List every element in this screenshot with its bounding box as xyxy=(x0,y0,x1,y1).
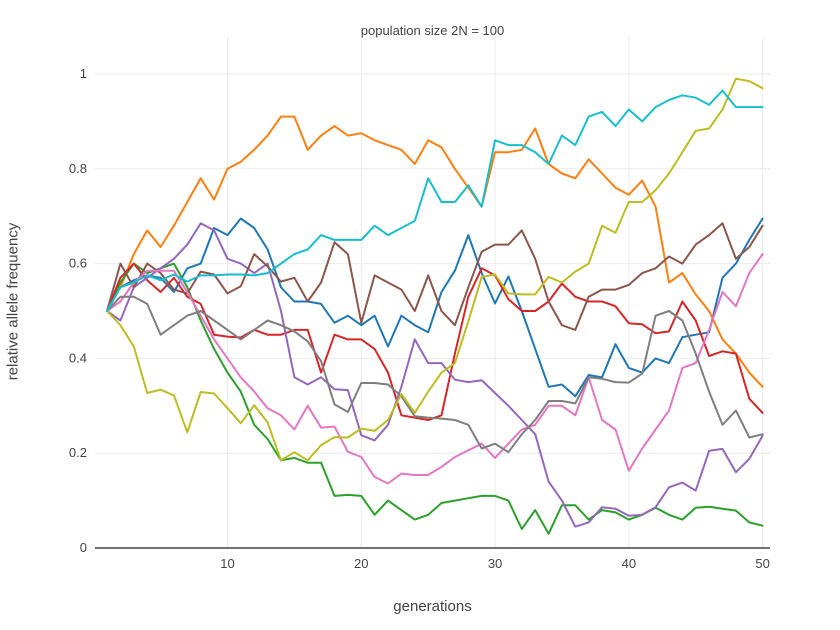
x-tick-label: 40 xyxy=(622,556,636,571)
chart-title: population size 2N = 100 xyxy=(360,23,505,38)
y-tick-label: 0.6 xyxy=(69,256,87,271)
y-tick-label: 0.4 xyxy=(69,350,87,365)
y-tick-label: 1 xyxy=(80,66,87,81)
series-line-allele-7-pink[interactable] xyxy=(106,253,764,485)
y-axis-title: relative allele frequency xyxy=(4,222,22,381)
y-tick-label: 0.8 xyxy=(69,161,87,176)
series-line-allele-4-red[interactable] xyxy=(106,262,764,421)
series-line-allele-9-olive[interactable] xyxy=(106,77,764,462)
series-line-allele-6-brown[interactable] xyxy=(106,222,764,331)
x-tick-label: 10 xyxy=(220,556,234,571)
y-tick-label: 0 xyxy=(80,540,87,555)
series-line-allele-1-blue[interactable] xyxy=(106,217,764,398)
series-lines xyxy=(106,77,764,535)
x-tick-label: 30 xyxy=(488,556,502,571)
series-line-allele-2-orange[interactable] xyxy=(106,115,764,388)
y-tick-labels: 0 0.2 0.4 0.6 0.8 1 xyxy=(69,66,87,555)
x-tick-labels: 10 20 30 40 50 xyxy=(220,556,770,571)
y-tick-label: 0.2 xyxy=(69,445,87,460)
series-line-allele-10-cyan[interactable] xyxy=(106,89,764,312)
series-line-allele-5-purple[interactable] xyxy=(106,222,764,528)
x-axis-title: generations xyxy=(393,598,472,615)
x-tick-label: 50 xyxy=(755,556,769,571)
x-tick-label: 20 xyxy=(354,556,368,571)
series-line-allele-8-gray[interactable] xyxy=(106,295,764,454)
